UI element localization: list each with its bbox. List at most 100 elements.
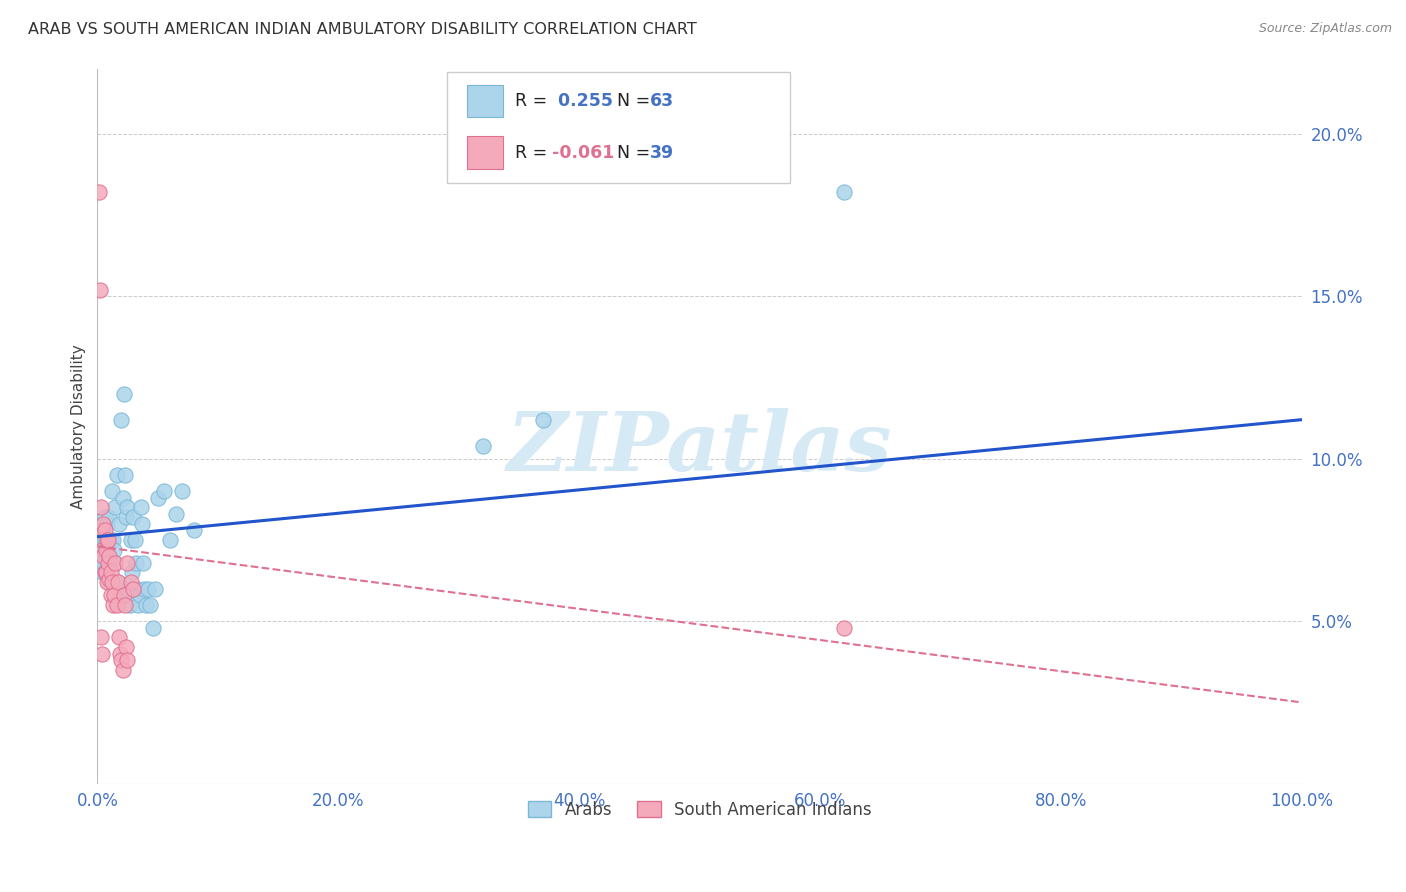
Point <box>93 516 115 531</box>
Point <box>98 510 121 524</box>
Point <box>127 582 149 596</box>
Point <box>93 566 115 580</box>
Point <box>90 523 112 537</box>
Text: N =: N = <box>606 144 655 161</box>
Point <box>832 185 855 199</box>
Point <box>114 467 136 482</box>
Point <box>108 631 131 645</box>
Legend: Arabs, South American Indians: Arabs, South American Indians <box>522 794 879 825</box>
Point <box>90 500 112 515</box>
Point <box>105 598 128 612</box>
Point <box>97 533 120 547</box>
Point <box>93 533 115 547</box>
Point <box>87 185 110 199</box>
Text: ZIPatlas: ZIPatlas <box>508 408 893 488</box>
Point <box>183 523 205 537</box>
Point <box>117 556 139 570</box>
Point <box>91 549 114 564</box>
Point <box>142 621 165 635</box>
Point <box>165 507 187 521</box>
Point <box>97 556 120 570</box>
Point <box>104 500 127 515</box>
Point <box>96 533 118 547</box>
Point <box>159 533 181 547</box>
Point <box>100 566 122 580</box>
Text: N =: N = <box>606 92 655 110</box>
Point <box>129 500 152 515</box>
Point <box>104 556 127 570</box>
FancyBboxPatch shape <box>447 72 790 183</box>
Point <box>112 386 135 401</box>
Point <box>131 516 153 531</box>
Point <box>101 484 124 499</box>
Point <box>108 516 131 531</box>
Point <box>89 556 111 570</box>
FancyBboxPatch shape <box>467 85 503 117</box>
Point <box>101 533 124 547</box>
Point <box>107 575 129 590</box>
Point <box>103 588 125 602</box>
Point <box>93 523 115 537</box>
Point <box>97 533 120 547</box>
Point <box>110 653 132 667</box>
Point <box>136 582 159 596</box>
Point <box>93 516 115 531</box>
Point <box>471 439 494 453</box>
Point <box>122 510 145 524</box>
Point <box>96 516 118 531</box>
Point <box>94 566 117 580</box>
Point <box>103 542 125 557</box>
Point <box>112 588 135 602</box>
Point <box>121 566 143 580</box>
Point <box>94 566 117 580</box>
Point <box>152 484 174 499</box>
Point <box>101 598 124 612</box>
Point <box>134 582 156 596</box>
Point <box>120 533 142 547</box>
Point <box>91 523 114 537</box>
Point <box>115 640 138 655</box>
Point <box>110 647 132 661</box>
Point <box>100 533 122 547</box>
Point <box>100 556 122 570</box>
Point <box>87 533 110 547</box>
Point <box>96 575 118 590</box>
Point <box>122 582 145 596</box>
Point <box>118 582 141 596</box>
Point <box>127 598 149 612</box>
Point <box>146 491 169 505</box>
Point <box>117 500 139 515</box>
Point <box>94 542 117 557</box>
Point <box>96 549 118 564</box>
Point <box>91 542 114 557</box>
Text: ARAB VS SOUTH AMERICAN INDIAN AMBULATORY DISABILITY CORRELATION CHART: ARAB VS SOUTH AMERICAN INDIAN AMBULATORY… <box>28 22 697 37</box>
Point <box>114 598 136 612</box>
Point <box>143 582 166 596</box>
Point <box>93 556 115 570</box>
Point <box>90 631 112 645</box>
Point <box>132 556 155 570</box>
Point <box>124 533 146 547</box>
Point <box>110 412 132 426</box>
Point <box>111 491 134 505</box>
Point <box>91 647 114 661</box>
Point <box>94 542 117 557</box>
Point <box>125 556 148 570</box>
Point <box>105 467 128 482</box>
Point <box>93 549 115 564</box>
Point <box>107 575 129 590</box>
Point <box>117 653 139 667</box>
Point <box>832 621 855 635</box>
Point <box>90 542 112 557</box>
Point <box>97 556 120 570</box>
Point <box>118 598 141 612</box>
Text: -0.061: -0.061 <box>551 144 614 161</box>
Point <box>98 572 121 586</box>
Point <box>531 412 554 426</box>
Point <box>128 588 150 602</box>
Point <box>135 598 157 612</box>
Text: R =: R = <box>516 92 553 110</box>
Point <box>93 510 115 524</box>
Point <box>115 510 138 524</box>
Point <box>91 566 114 580</box>
